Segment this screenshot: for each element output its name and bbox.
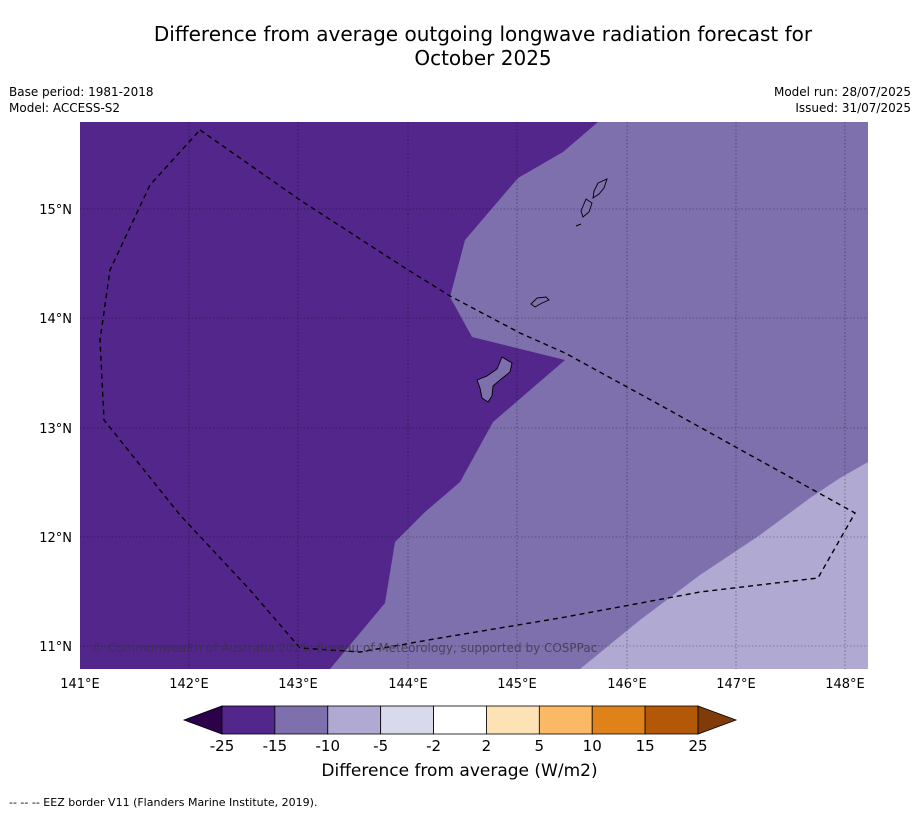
colorbar-segments (221, 705, 699, 735)
lat-label: 13°N (39, 422, 72, 437)
graticule (80, 122, 868, 669)
lat-label: 14°N (39, 312, 72, 327)
colorbar-segment (221, 705, 276, 735)
colorbar-segment (380, 705, 434, 735)
colorbar-tick-label: 2 (482, 737, 492, 755)
island-aguijan (575, 223, 582, 227)
lon-labels: 141°E 142°E 143°E 144°E 145°E 146°E 147°… (60, 677, 865, 692)
colorbar-segment (538, 705, 593, 735)
colorbar-segment (591, 705, 646, 735)
colorbar-tick-label: 15 (636, 737, 655, 755)
field-anomaly-moderate-negative (330, 122, 868, 669)
lon-label: 141°E (60, 677, 100, 692)
chart-title: Difference from average outgoing longwav… (0, 22, 919, 70)
colorbar-over-triangle (697, 705, 738, 735)
colorbar-tick-label: -25 (210, 737, 235, 755)
colorbar-tick-label: -2 (426, 737, 441, 755)
colorbar-segment (486, 705, 540, 735)
lat-label: 15°N (39, 203, 72, 218)
island-rota (530, 296, 550, 308)
lon-label: 147°E (716, 677, 756, 692)
map-field (80, 122, 868, 669)
colorbar-tick-label: 5 (535, 737, 545, 755)
colorbar-segment (644, 705, 699, 735)
colorbar-label: Difference from average (W/m2) (321, 761, 598, 781)
colorbar-under-triangle (182, 705, 223, 735)
model-run: Model run: 28/07/2025 (773, 85, 911, 99)
lat-labels: 15°N 14°N 13°N 12°N 11°N (39, 203, 72, 655)
colorbar-tick-label: -15 (263, 737, 288, 755)
colorbar-tick-label: -5 (373, 737, 388, 755)
colorbar-segment (274, 705, 329, 735)
model-name: Model: ACCESS-S2 (9, 101, 121, 115)
lon-label: 148°E (825, 677, 865, 692)
lon-label: 143°E (278, 677, 318, 692)
field-anomaly-weak-negative (580, 462, 868, 669)
colorbar-segment (433, 705, 487, 735)
eez-legend: -- -- -- EEZ border V11 (Flanders Marine… (9, 796, 318, 809)
island-tinian (580, 198, 593, 218)
title-line-2: October 2025 (414, 46, 552, 70)
colorbar: -25 -15 -10 -5 -2 2 5 10 15 25 (182, 705, 738, 755)
meta-right: Model run: 28/07/2025 Issued: 31/07/2025 (774, 84, 911, 116)
lat-label: 12°N (39, 531, 72, 546)
colorbar-tick-label: -10 (316, 737, 341, 755)
lon-label: 144°E (388, 677, 428, 692)
lon-label: 145°E (497, 677, 537, 692)
colorbar-tick-label: 25 (688, 737, 707, 755)
colorbar-segment (327, 705, 382, 735)
colorbar-tick-labels: -25 -15 -10 -5 -2 2 5 10 15 25 (210, 737, 708, 755)
lon-label: 146°E (607, 677, 647, 692)
meta-left: Base period: 1981-2018 Model: ACCESS-S2 (9, 84, 154, 116)
colorbar-tick-label: 10 (583, 737, 602, 755)
island-saipan (592, 178, 608, 199)
issued-date: Issued: 31/07/2025 (795, 101, 911, 115)
copyright-notice: © Commonwealth of Australia 2025, Bureau… (92, 641, 598, 655)
lat-label: 11°N (39, 640, 72, 655)
island-guam (476, 356, 513, 403)
lon-label: 142°E (169, 677, 209, 692)
title-line-1: Difference from average outgoing longwav… (153, 22, 813, 46)
base-period: Base period: 1981-2018 (9, 85, 154, 99)
